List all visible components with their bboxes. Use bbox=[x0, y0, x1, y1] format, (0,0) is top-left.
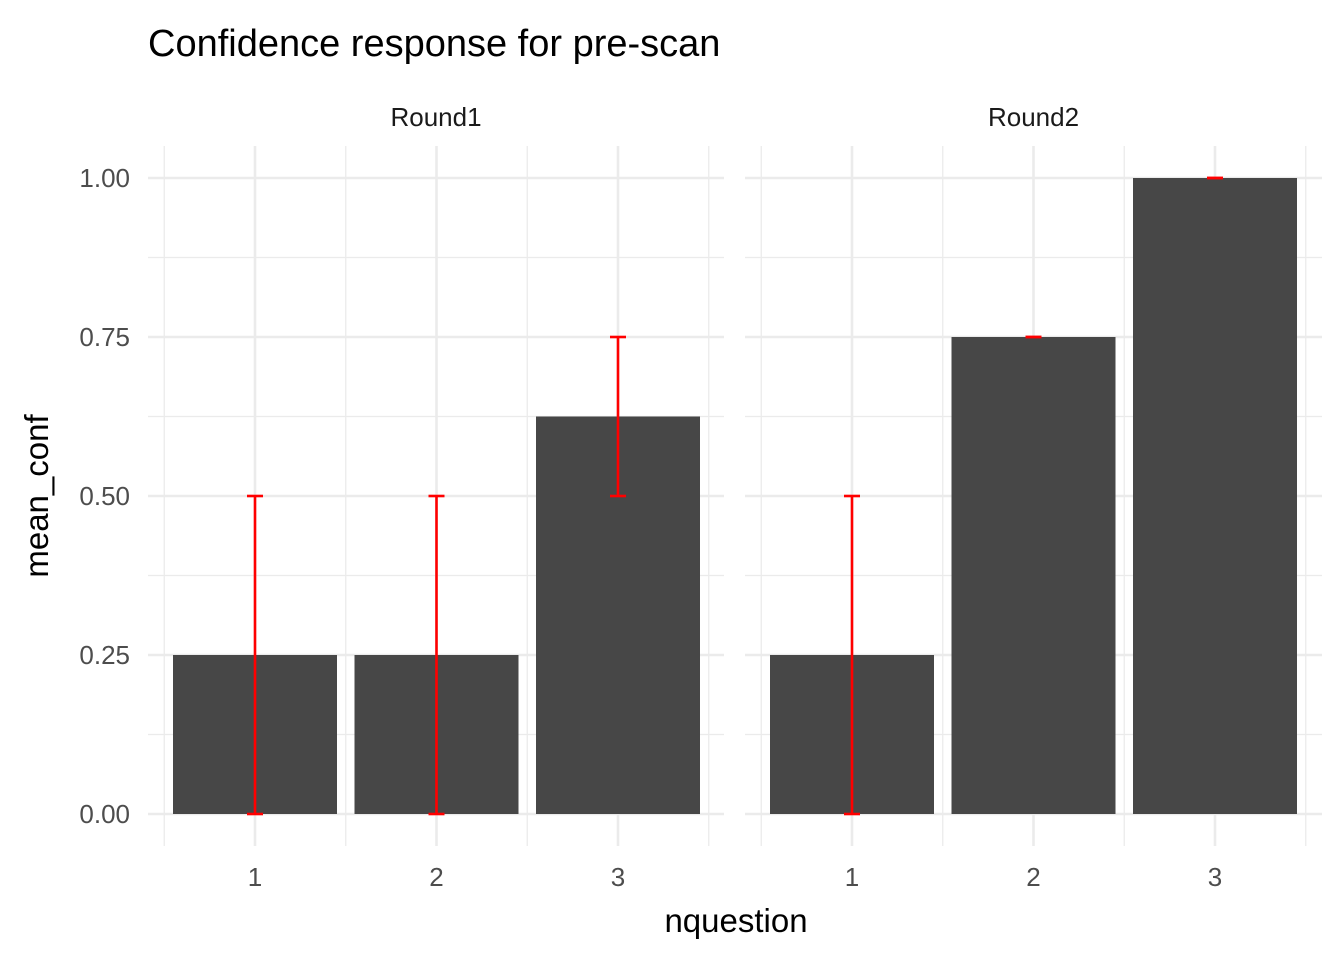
y-tick-label: 0.25 bbox=[79, 640, 130, 670]
x-tick-label: 2 bbox=[1026, 862, 1040, 892]
error-bar bbox=[247, 494, 263, 816]
y-axis: 0.00 0.25 0.50 0.75 1.00 bbox=[79, 163, 130, 829]
bar bbox=[951, 337, 1116, 814]
bar bbox=[1133, 178, 1297, 814]
x-tick-label: 1 bbox=[248, 862, 262, 892]
facet-strip-label: Round1 bbox=[390, 102, 481, 132]
y-tick-label: 0.00 bbox=[79, 799, 130, 829]
error-bar bbox=[844, 494, 860, 816]
x-axis-title: nquestion bbox=[664, 902, 807, 939]
error-bar bbox=[428, 494, 445, 816]
facet-panels: Round1 1 2 3 Round2 1 2 3 bbox=[148, 102, 1322, 892]
x-tick-label: 1 bbox=[845, 862, 859, 892]
x-tick-label: 3 bbox=[1208, 862, 1222, 892]
facet-panel-round2: Round2 1 2 3 bbox=[745, 102, 1322, 892]
y-tick-label: 0.50 bbox=[79, 481, 130, 511]
error-bar bbox=[610, 335, 626, 498]
y-tick-label: 1.00 bbox=[79, 163, 130, 193]
y-tick-label: 0.75 bbox=[79, 322, 130, 352]
facet-strip-label: Round2 bbox=[988, 102, 1079, 132]
y-axis-title: mean_conf bbox=[18, 414, 55, 578]
facet-panel-round1: Round1 1 2 3 bbox=[148, 102, 724, 892]
x-tick-label: 2 bbox=[429, 862, 443, 892]
chart-title: Confidence response for pre-scan bbox=[148, 23, 720, 65]
x-tick-label: 3 bbox=[611, 862, 625, 892]
